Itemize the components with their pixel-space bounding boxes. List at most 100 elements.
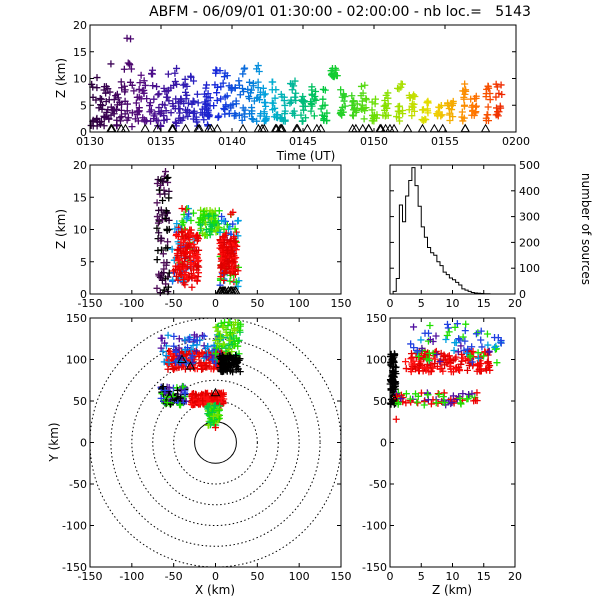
source-marker [249,82,257,90]
histogram-frame [389,164,516,295]
x-tick-label: 10 [446,297,460,310]
source-marker [493,359,501,367]
source-marker [231,237,239,245]
source-marker [341,102,349,110]
source-marker [170,342,178,350]
height-y-panel: 0 5 10 15 20 -150 -100 -50 0 50 100 150 Z (km) [362,312,522,597]
source-marker [190,77,198,85]
source-marker [223,367,231,375]
station-marker [177,354,187,363]
source-marker [457,342,465,350]
source-marker [164,70,172,78]
y-tick-label: 100 [519,262,540,275]
source-marker [458,357,466,365]
source-marker [441,361,449,369]
source-marker [233,278,241,286]
source-marker [135,85,143,93]
source-marker [415,352,423,360]
source-marker [217,334,225,342]
source-marker [261,116,269,124]
source-marker [469,107,477,115]
source-marker [236,91,244,99]
source-marker [182,206,190,214]
source-marker [170,332,178,340]
source-marker [308,91,316,99]
y-tick-label: 20 [73,159,87,172]
source-marker [164,244,172,252]
source-marker [235,81,243,89]
source-marker [173,64,181,72]
source-marker [299,93,307,101]
source-marker [272,86,280,94]
source-marker [118,113,126,121]
source-marker [153,180,161,188]
x-tick-label: 15 [477,297,491,310]
source-marker [187,260,195,268]
source-marker [164,365,172,373]
source-marker [337,86,345,94]
source-marker [163,399,171,407]
source-marker [262,102,270,110]
source-marker [206,102,214,110]
source-marker [438,111,446,119]
source-marker [166,400,174,408]
y-tick-label: 5 [80,256,87,269]
source-marker [204,90,212,98]
time-axis-label: Time (UT) [276,149,336,163]
source-marker [360,115,368,123]
source-marker [188,274,196,282]
source-marker [417,336,425,344]
x-tick-label: -100 [119,297,144,310]
source-marker [209,209,217,217]
source-marker [463,366,471,374]
source-marker [229,208,237,216]
source-marker [182,95,190,103]
source-marker [361,81,369,89]
time-height-panel: 0130 0135 0140 0145 0150 0155 0200 0 5 10 15 20 Tim… [54,19,530,163]
source-marker [107,111,115,119]
source-marker [426,321,434,329]
source-marker [116,117,124,125]
source-marker [205,228,213,236]
source-marker [157,344,165,352]
source-marker [461,327,469,335]
source-marker [232,254,240,262]
source-marker [227,86,235,94]
x-tick-label: 0 [212,570,219,583]
source-marker [415,367,423,375]
source-marker [155,90,163,98]
source-marker [276,114,284,122]
source-marker [390,383,398,391]
source-marker [414,399,422,407]
source-marker [459,117,467,125]
source-marker [232,353,240,361]
source-marker [174,386,182,394]
source-marker [491,343,499,351]
source-marker [185,210,193,218]
y-tick-label: 150 [66,312,87,325]
source-marker [239,70,247,78]
source-marker [220,276,228,284]
source-marker [155,186,163,194]
x-tick-label: 15 [477,570,491,583]
source-marker [253,117,261,125]
source-marker [419,106,427,114]
source-marker [178,217,186,225]
source-marker [189,209,197,217]
source-marker [155,229,163,237]
source-marker [472,330,480,338]
station-marker [210,387,221,397]
source-marker [460,346,468,354]
y-tick-label: -100 [62,520,87,533]
source-marker [419,117,427,125]
y-tick-label: 5 [80,99,87,112]
x-tick-label: 100 [289,570,310,583]
source-marker [153,284,161,292]
source-marker [123,100,131,108]
source-marker [126,78,134,86]
x-tick-label: 150 [331,570,352,583]
source-marker [217,389,225,397]
source-marker [410,344,418,352]
source-marker [172,272,180,280]
